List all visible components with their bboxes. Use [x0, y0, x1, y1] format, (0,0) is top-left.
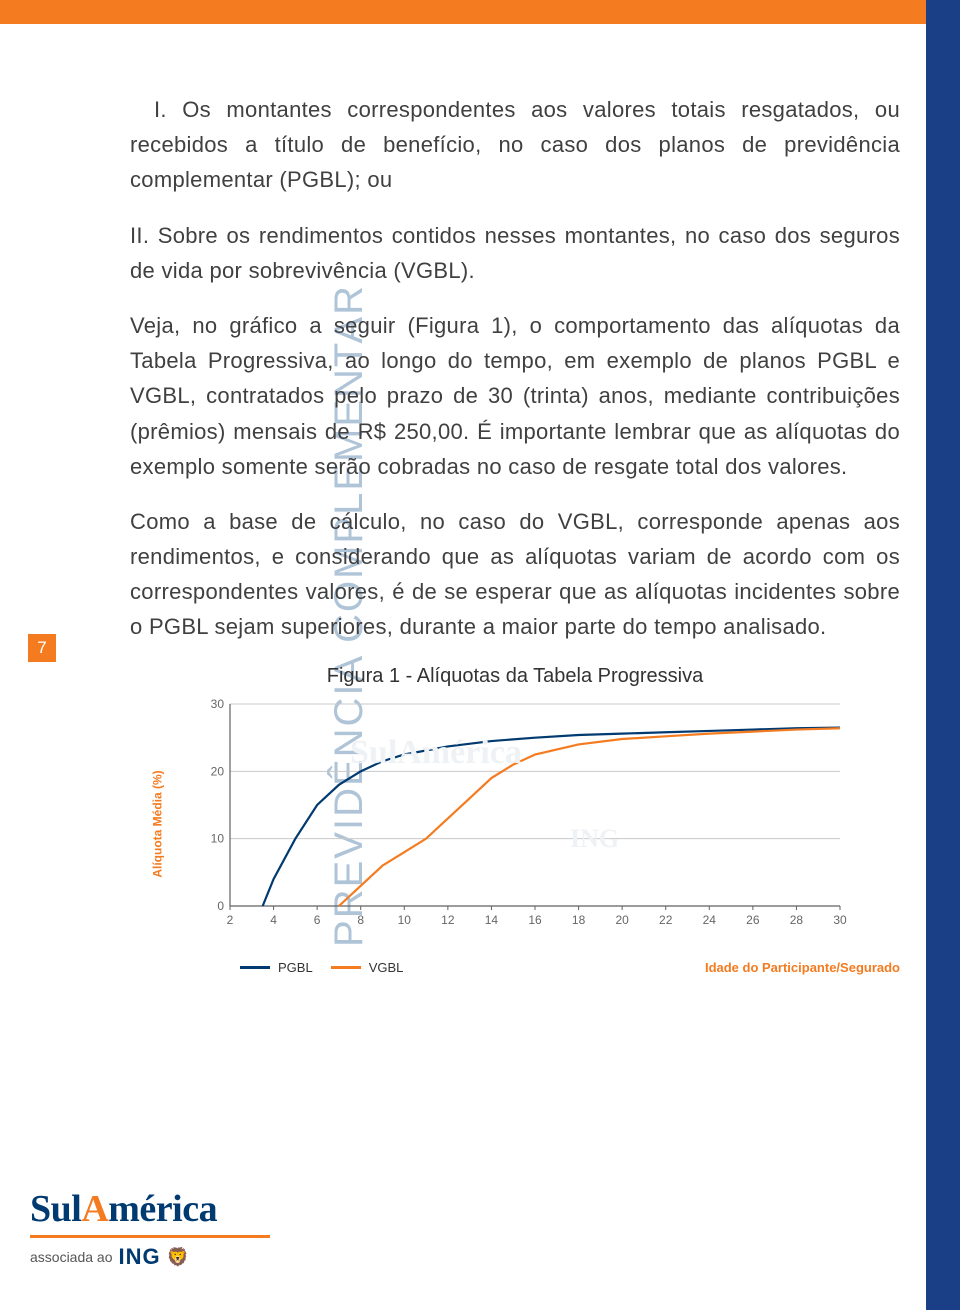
- svg-text:8: 8: [357, 913, 364, 927]
- lion-icon: 🦁: [167, 1247, 189, 1268]
- svg-text:12: 12: [441, 913, 455, 927]
- svg-text:20: 20: [615, 913, 629, 927]
- legend-swatch-vgbl: [331, 966, 361, 969]
- svg-text:30: 30: [833, 913, 847, 927]
- paragraph-2: II. Sobre os rendimentos contidos nesses…: [130, 218, 900, 288]
- page-number: 7: [28, 634, 56, 662]
- paragraph-3: Veja, no gráfico a seguir (Figura 1), o …: [130, 308, 900, 484]
- chart-svg: 010203024681012141618202224262830: [190, 694, 850, 934]
- logo-bar: [30, 1235, 270, 1238]
- svg-text:20: 20: [211, 764, 225, 778]
- svg-text:28: 28: [790, 913, 804, 927]
- legend-vgbl: VGBL: [331, 960, 404, 975]
- logo-sub: associada ao ING 🦁: [30, 1244, 290, 1270]
- logo-ing: ING: [119, 1244, 161, 1270]
- paragraph-1: I. Os montantes correspondentes aos valo…: [130, 92, 900, 198]
- svg-text:18: 18: [572, 913, 586, 927]
- right-stripe: [926, 0, 960, 1310]
- svg-text:10: 10: [398, 913, 412, 927]
- page: PREVIDÊNCIA COMPLEMENTAR 7 I. Os montant…: [0, 0, 960, 1310]
- y-axis-label: Alíquota Média (%): [148, 744, 168, 904]
- logo-main: SulAmérica: [30, 1187, 290, 1231]
- chart-legend: PGBL VGBL Idade do Participante/Segurado: [130, 960, 900, 975]
- logo-accent-letter: A: [81, 1188, 108, 1230]
- x-axis-label: Idade do Participante/Segurado: [705, 960, 900, 975]
- svg-text:4: 4: [270, 913, 277, 927]
- legend-pgbl: PGBL: [240, 960, 313, 975]
- svg-text:24: 24: [703, 913, 717, 927]
- svg-text:10: 10: [211, 831, 225, 845]
- top-accent-bar: [0, 0, 960, 24]
- svg-text:2: 2: [227, 913, 234, 927]
- paragraph-4: Como a base de cálculo, no caso do VGBL,…: [130, 504, 900, 645]
- svg-text:14: 14: [485, 913, 499, 927]
- svg-text:22: 22: [659, 913, 673, 927]
- legend-swatch-pgbl: [240, 966, 270, 969]
- sidebar-title: PREVIDÊNCIA COMPLEMENTAR: [18, 120, 64, 1110]
- svg-text:0: 0: [217, 899, 224, 913]
- svg-text:16: 16: [528, 913, 542, 927]
- chart-title: Figura 1 - Alíquotas da Tabela Progressi…: [130, 665, 900, 688]
- chart: Alíquota Média (%) SulAmérica ING 010203…: [190, 694, 850, 954]
- logo: SulAmérica associada ao ING 🦁: [30, 1187, 290, 1270]
- svg-text:6: 6: [314, 913, 321, 927]
- svg-text:30: 30: [211, 697, 225, 711]
- svg-text:26: 26: [746, 913, 760, 927]
- content-area: I. Os montantes correspondentes aos valo…: [130, 92, 900, 975]
